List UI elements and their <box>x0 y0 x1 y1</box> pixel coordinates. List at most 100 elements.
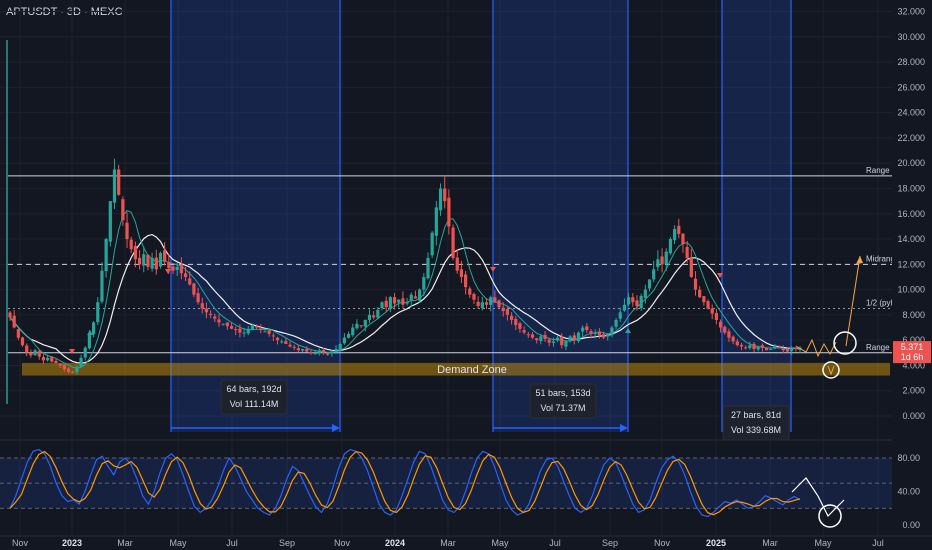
time-tick: 2025 <box>706 538 726 548</box>
candle-body <box>606 333 610 337</box>
candle-body <box>459 269 464 277</box>
candle-body <box>250 324 255 330</box>
candle-body <box>597 331 601 336</box>
demand-zone-label: Demand Zone <box>437 364 507 376</box>
candle-body <box>769 349 773 351</box>
measurement-labels: 64 bars, 192d Vol 111.14M 51 bars, 153d Vol… <box>220 379 790 441</box>
candle-body <box>693 278 698 290</box>
candle-body <box>292 346 296 348</box>
candle-body <box>284 341 288 344</box>
price-tick: 26.000 <box>897 82 925 92</box>
projection-zigzag <box>795 338 837 358</box>
candle-body <box>735 341 739 346</box>
candle-body <box>142 254 146 266</box>
candle-body <box>560 336 564 346</box>
candle-body <box>167 261 171 269</box>
gridlines <box>0 0 892 536</box>
candle-body <box>535 338 539 341</box>
price-tick: 2.000 <box>902 386 925 396</box>
candle-body <box>75 366 79 373</box>
demand-zone: Demand Zone <box>22 362 890 376</box>
candle-body <box>79 357 83 367</box>
candle-body <box>647 279 652 289</box>
time-axis: Nov 2023 Mar May Jul Sep Nov 2024 Mar May Jul Sep No… <box>0 535 932 548</box>
candle-body <box>112 169 117 203</box>
candle-body <box>752 343 756 350</box>
candle-body <box>530 334 535 338</box>
candle-body <box>41 356 46 361</box>
candle-body <box>497 300 501 308</box>
measure-vol: Vol 71.37M <box>540 403 585 413</box>
candle-body <box>342 337 346 344</box>
candle-body <box>539 336 543 342</box>
candle-body <box>409 294 413 301</box>
candle-body <box>326 353 330 355</box>
stoch-projection <box>791 477 845 518</box>
candle-body <box>150 258 154 269</box>
time-tick: 2023 <box>62 538 82 548</box>
time-tick: May <box>169 538 187 548</box>
candle-body <box>200 303 204 309</box>
price-tick: 14.000 <box>897 234 925 244</box>
price-tick: 22.000 <box>897 133 925 143</box>
time-tick: May <box>814 538 832 548</box>
candle-body <box>681 233 685 245</box>
annotations <box>69 255 863 379</box>
candle-body <box>547 339 551 343</box>
ma-fast-line <box>9 209 801 369</box>
candle-body <box>764 347 769 351</box>
candle-body <box>91 322 96 335</box>
candle-body <box>37 351 41 357</box>
candle-body <box>744 347 748 349</box>
candle-body <box>631 297 635 303</box>
level-label: Range L <box>866 343 897 352</box>
level-label: 1/2 (pyl <box>866 299 892 308</box>
candle-body <box>288 344 292 347</box>
candle-body <box>317 350 321 354</box>
candle-body <box>271 335 275 337</box>
candle-body <box>313 352 317 354</box>
candle-body <box>275 337 280 341</box>
candle-body <box>585 326 589 331</box>
price-tick: 20.000 <box>897 158 925 168</box>
candle-body <box>727 331 731 338</box>
measure-box <box>220 379 288 415</box>
candle-body <box>355 323 359 329</box>
candle-body <box>748 345 752 349</box>
candles <box>6 40 802 404</box>
last-price-tag <box>893 341 931 364</box>
candle-body <box>426 258 430 279</box>
price-axis: 0.000 2.000 4.000 6.000 8.000 10.000 12.000 14.… <box>892 0 932 536</box>
candle-body <box>397 299 401 303</box>
candle-body <box>509 315 514 320</box>
candle-body <box>213 316 217 319</box>
time-tick: Jul <box>549 538 561 548</box>
candle-body <box>204 308 209 313</box>
candle-body <box>472 293 476 300</box>
candle-body <box>259 328 263 331</box>
candle-body <box>610 327 614 336</box>
oscillator-pane <box>0 439 892 528</box>
signal-marker <box>165 269 171 274</box>
time-tick: Mar <box>762 538 778 548</box>
candle-body <box>660 256 664 265</box>
price-tick: 24.000 <box>897 108 925 118</box>
stoch-d-line <box>9 450 801 516</box>
candle-body <box>685 247 689 258</box>
candle-body <box>188 278 192 285</box>
candle-body <box>622 304 627 311</box>
candle-body <box>785 349 790 352</box>
candle-body <box>221 323 225 325</box>
candle-body <box>652 269 656 280</box>
candle-body <box>16 329 20 338</box>
time-tick: Mar <box>440 538 456 548</box>
demand-zone-rect <box>22 362 890 376</box>
highlight-circle <box>822 361 840 379</box>
signal-marker <box>87 330 93 335</box>
candle-body <box>723 326 727 333</box>
candle-body <box>773 345 777 349</box>
candle-body <box>146 254 150 267</box>
candle-body <box>698 289 702 298</box>
measure-bars: 64 bars, 192d <box>226 384 281 394</box>
